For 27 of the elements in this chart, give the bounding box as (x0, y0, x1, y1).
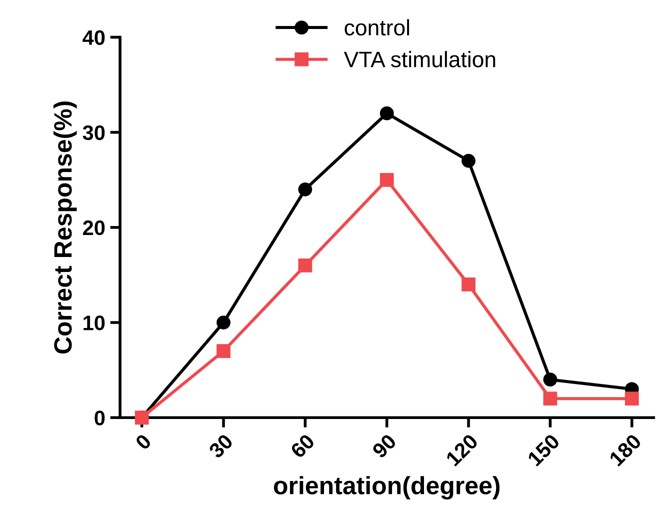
x-tick-label: 30 (208, 433, 234, 460)
legend-label: control (344, 19, 410, 36)
point (216, 344, 230, 358)
x-tick-label: 60 (290, 433, 316, 459)
x-tick-label: 150 (526, 433, 560, 467)
point (380, 106, 394, 120)
point (543, 392, 558, 406)
point (462, 278, 476, 292)
x-tick-label: 120 (445, 433, 479, 467)
point (380, 172, 394, 187)
y-tick-label: 30 (82, 125, 105, 140)
point (216, 316, 230, 330)
y-tick-label: 20 (83, 220, 105, 236)
point (543, 372, 558, 387)
point (624, 392, 639, 406)
point (462, 154, 476, 168)
point (298, 258, 312, 272)
x-tick-label: 180 (608, 433, 642, 467)
legend-label: VTA stimulation (344, 51, 496, 68)
y-axis-title: Correct Response(%) (53, 102, 77, 354)
point (298, 182, 312, 196)
x-axis-title: orientation(degree) (274, 476, 500, 500)
y-tick-label: 0 (94, 410, 105, 426)
x-tick-label: 90 (371, 433, 398, 459)
y-tick-label: 40 (82, 30, 105, 45)
x-tick-label: 0 (134, 433, 152, 451)
y-tick-label: 10 (84, 316, 105, 330)
